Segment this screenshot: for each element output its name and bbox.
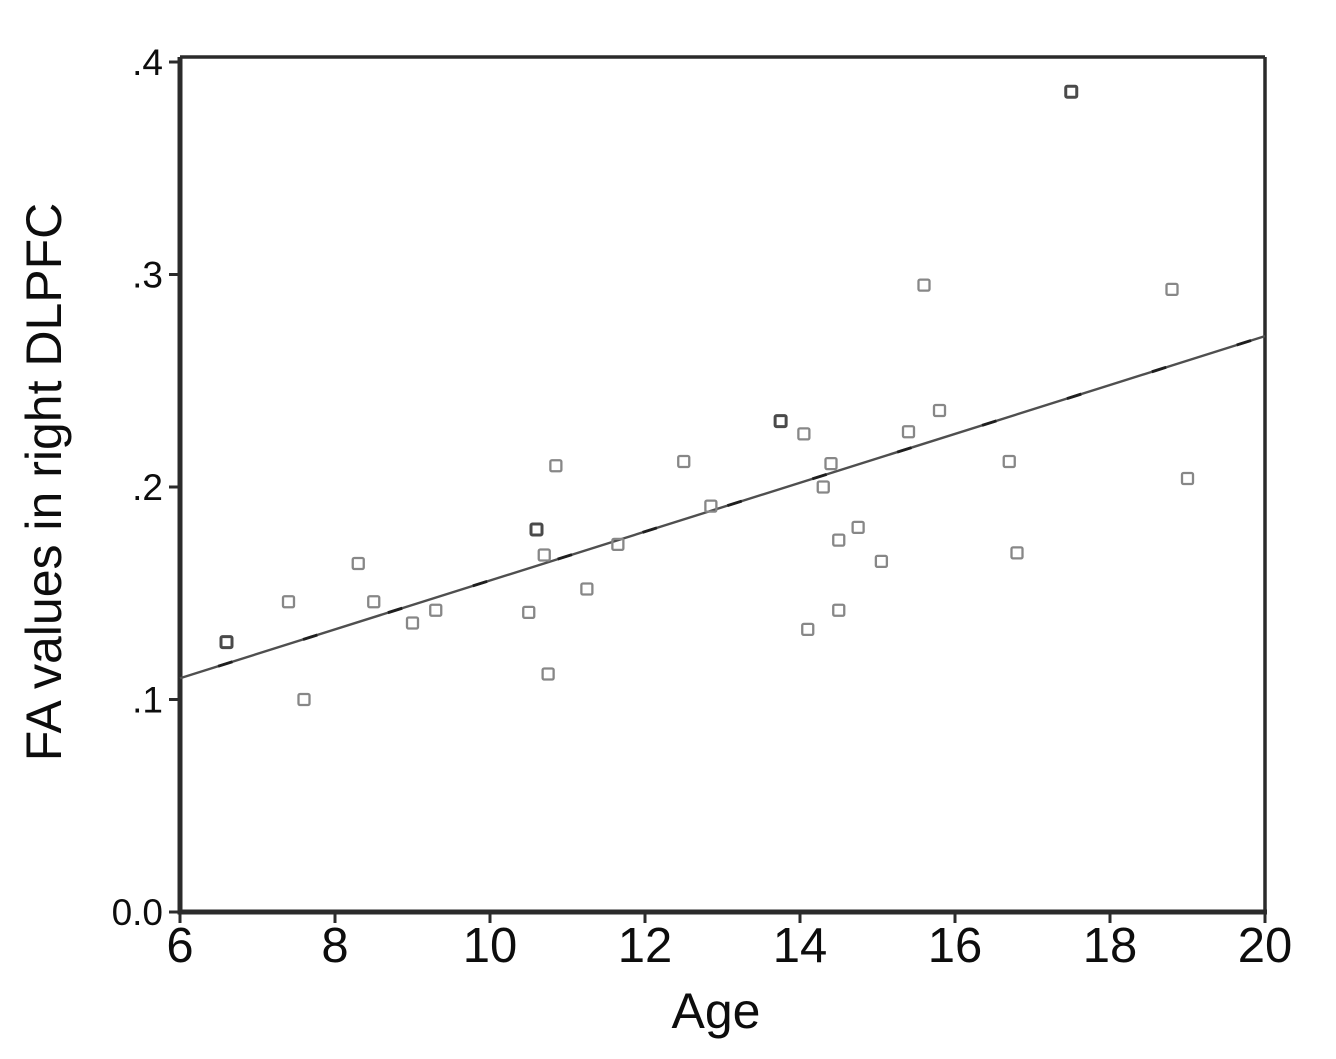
data-point-marker: [704, 499, 718, 513]
x-axis-title: Age: [671, 983, 761, 1039]
data-point-marker: [611, 537, 625, 552]
data-point-marker: [522, 605, 536, 620]
y-tick-label: .3: [132, 255, 163, 296]
y-tick-label: .4: [132, 42, 163, 83]
data-point-marker: [1002, 454, 1016, 469]
data-point-marker: [351, 556, 365, 571]
y-tick-label: .2: [132, 467, 163, 508]
data-point-marker: [219, 635, 234, 650]
data-point-marker: [580, 582, 594, 596]
data-point-marker: [429, 603, 443, 617]
data-point-marker: [816, 480, 830, 494]
data-point-marker: [832, 533, 846, 547]
x-tick-label: 8: [321, 919, 348, 973]
x-tick-label: 10: [463, 919, 518, 973]
data-point-marker: [832, 603, 846, 617]
data-point-marker: [677, 454, 691, 469]
data-point-marker: [1180, 471, 1195, 486]
x-tick-label: 12: [618, 919, 673, 973]
data-point-marker: [874, 554, 889, 569]
x-tick-label: 20: [1238, 919, 1293, 973]
y-tick-label: 0.0: [112, 892, 163, 933]
data-point-marker: [281, 595, 296, 609]
data-point-marker: [1165, 282, 1179, 297]
data-point-marker: [901, 425, 916, 439]
data-point-marker: [932, 403, 947, 418]
data-point-marker: [1010, 546, 1024, 560]
x-tick-label: 6: [166, 919, 193, 973]
data-point-marker: [824, 456, 838, 471]
y-tick-label: .1: [132, 680, 163, 721]
data-point-marker: [773, 414, 788, 429]
data-point-marker: [297, 692, 311, 707]
x-tick-label: 14: [773, 919, 828, 973]
x-tick-label: 18: [1083, 919, 1138, 973]
data-point-marker: [801, 622, 815, 637]
data-point-marker: [851, 520, 865, 535]
data-point-marker: [917, 278, 931, 292]
data-point-marker: [367, 595, 381, 609]
x-tick-label: 16: [928, 919, 983, 973]
data-point-marker: [529, 522, 544, 537]
y-axis-title: FA values in right DLPFC: [16, 202, 72, 762]
data-point-marker: [541, 667, 555, 681]
regression-line: [179, 334, 1266, 680]
data-point-marker: [549, 459, 563, 473]
data-point-marker: [1064, 84, 1079, 99]
data-point-marker: [405, 616, 420, 630]
data-point-marker: [797, 427, 811, 441]
data-point-marker: [537, 548, 551, 562]
